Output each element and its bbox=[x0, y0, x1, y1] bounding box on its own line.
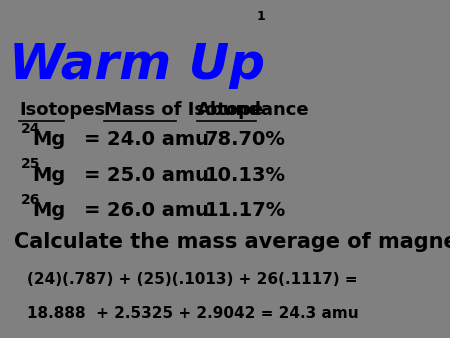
Text: Calculate the mass average of magnesium.: Calculate the mass average of magnesium. bbox=[14, 232, 450, 251]
Text: Mg: Mg bbox=[32, 130, 66, 149]
Text: 26: 26 bbox=[21, 193, 40, 207]
Text: 25.0 amu: 25.0 amu bbox=[107, 166, 209, 185]
Text: =: = bbox=[83, 201, 100, 220]
Text: Isotopes: Isotopes bbox=[19, 101, 105, 119]
Text: 24.0 amu: 24.0 amu bbox=[107, 130, 209, 149]
Text: 1: 1 bbox=[256, 10, 265, 23]
Text: =: = bbox=[83, 130, 100, 149]
Text: Abundance: Abundance bbox=[197, 101, 310, 119]
Text: 11.17%: 11.17% bbox=[205, 201, 286, 220]
Text: =: = bbox=[83, 166, 100, 185]
Text: (24)(.787) + (25)(.1013) + 26(.1117) =: (24)(.787) + (25)(.1013) + 26(.1117) = bbox=[27, 272, 358, 287]
Text: 78.70%: 78.70% bbox=[205, 130, 286, 149]
Text: 10.13%: 10.13% bbox=[205, 166, 286, 185]
Text: Mg: Mg bbox=[32, 166, 66, 185]
Text: 24: 24 bbox=[21, 122, 40, 136]
Text: 26.0 amu: 26.0 amu bbox=[107, 201, 209, 220]
Text: Mg: Mg bbox=[32, 201, 66, 220]
Text: Warm Up: Warm Up bbox=[9, 41, 265, 89]
Text: 25: 25 bbox=[21, 157, 40, 171]
Text: Mass of Isotope: Mass of Isotope bbox=[104, 101, 263, 119]
Text: 18.888  + 2.5325 + 2.9042 = 24.3 amu: 18.888 + 2.5325 + 2.9042 = 24.3 amu bbox=[27, 306, 359, 321]
